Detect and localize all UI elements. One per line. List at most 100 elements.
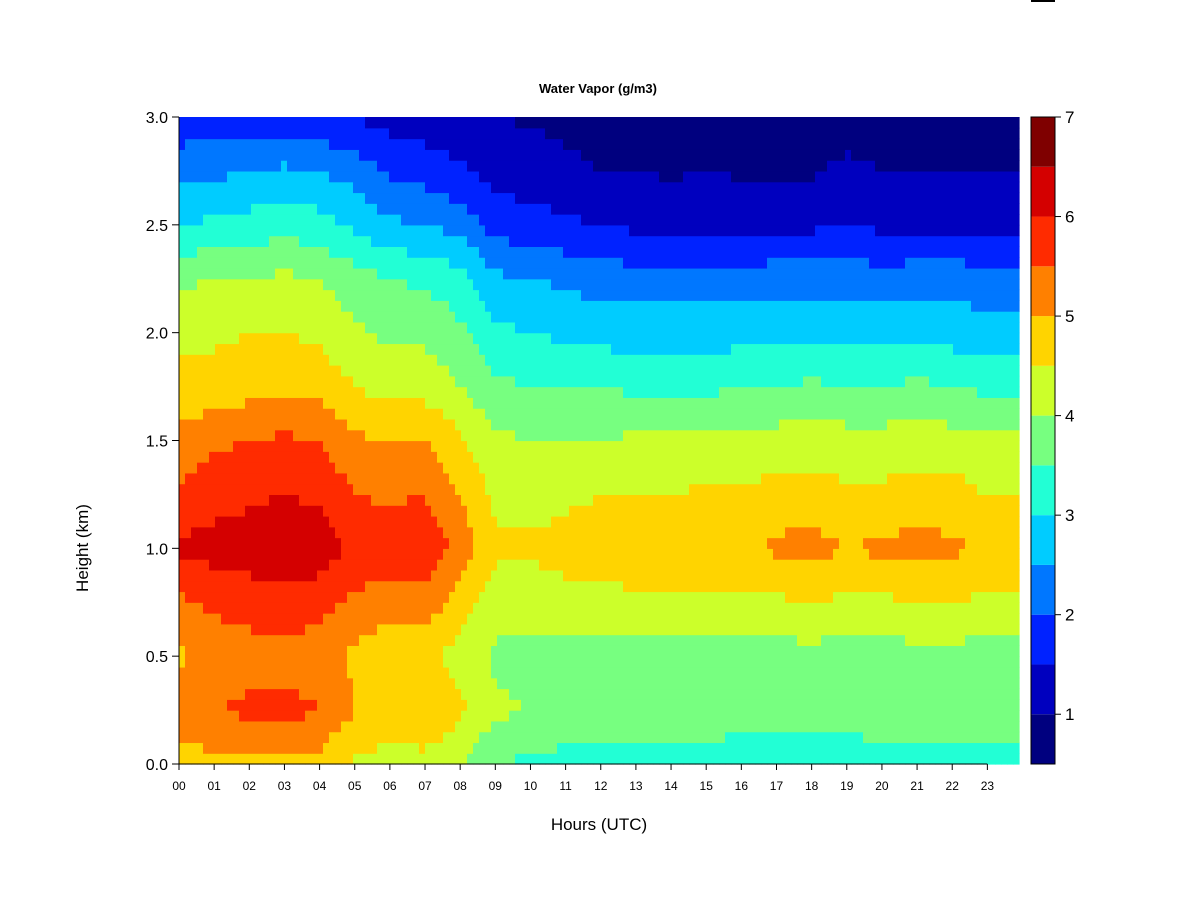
heatmap-cell (617, 462, 624, 474)
heatmap-cell (431, 408, 438, 420)
heatmap-cell (353, 677, 360, 690)
heatmap-cell (503, 429, 510, 442)
heatmap-cell (623, 224, 630, 237)
heatmap-cell (617, 224, 624, 237)
heatmap-cell (191, 214, 198, 226)
heatmap-cell (215, 321, 222, 334)
heatmap-cell (203, 138, 210, 150)
heatmap-cell (299, 311, 306, 323)
heatmap-cell (227, 203, 234, 215)
heatmap-cell (269, 526, 276, 539)
heatmap-cell (245, 397, 252, 409)
heatmap-cell (659, 203, 666, 215)
heatmap-cell (473, 397, 480, 409)
heatmap-cell (209, 170, 216, 183)
heatmap-cell (473, 300, 480, 312)
heatmap-cell (503, 278, 510, 291)
heatmap-cell (341, 591, 348, 603)
heatmap-cell (629, 677, 636, 690)
heatmap-cell (311, 515, 318, 528)
heatmap-cell (215, 332, 222, 345)
heatmap-cell (515, 753, 522, 765)
heatmap-cell (419, 688, 426, 700)
heatmap-cell (635, 257, 642, 269)
heatmap-cell (539, 494, 546, 506)
heatmap-cell (335, 613, 342, 625)
heatmap-cell (545, 699, 552, 711)
heatmap-cell (533, 602, 540, 614)
heatmap-cell (587, 602, 594, 614)
heatmap-cell (407, 311, 414, 323)
heatmap-cell (293, 332, 300, 345)
heatmap-cell (215, 688, 222, 700)
heatmap-cell (251, 365, 258, 377)
heatmap-cell (179, 505, 186, 517)
heatmap-cell (245, 149, 252, 161)
heatmap-cell (245, 451, 252, 463)
heatmap-cell (623, 214, 630, 226)
heatmap-cell (413, 591, 420, 603)
heatmap-cell (317, 548, 324, 560)
heatmap-cell (461, 613, 468, 625)
heatmap-cell (671, 742, 678, 754)
heatmap-cell (407, 440, 414, 452)
heatmap-cell (473, 386, 480, 398)
heatmap-cell (269, 462, 276, 474)
heatmap-cell (449, 257, 456, 269)
heatmap-cell (491, 289, 498, 301)
heatmap-cell (647, 666, 654, 679)
heatmap-cell (185, 224, 192, 237)
heatmap-cell (377, 591, 384, 603)
heatmap-cell (221, 505, 228, 517)
heatmap-cell (653, 656, 660, 668)
heatmap-cell (227, 731, 234, 744)
heatmap-cell (293, 472, 300, 485)
heatmap-cell (647, 192, 654, 204)
heatmap-cell (395, 203, 402, 215)
heatmap-cell (539, 214, 546, 226)
heatmap-cell (407, 343, 414, 355)
heatmap-cell (425, 688, 432, 700)
heatmap-cell (281, 677, 288, 690)
heatmap-cell (323, 699, 330, 711)
heatmap-cell (413, 602, 420, 614)
heatmap-cell (515, 494, 522, 506)
heatmap-cell (275, 354, 282, 366)
heatmap-cell (191, 418, 198, 431)
heatmap-cell (491, 192, 498, 204)
heatmap-cell (545, 548, 552, 560)
heatmap-cell (221, 580, 228, 593)
heatmap-cell (521, 731, 528, 744)
heatmap-cell (593, 149, 600, 161)
heatmap-cell (635, 181, 642, 194)
heatmap-cell (293, 494, 300, 506)
heatmap-cell (215, 677, 222, 690)
heatmap-cell (443, 397, 450, 409)
heatmap-cell (203, 548, 210, 560)
heatmap-cell (557, 397, 564, 409)
heatmap-cell (185, 666, 192, 679)
heatmap-cell (599, 311, 606, 323)
heatmap-cell (395, 343, 402, 355)
heatmap-cell (593, 710, 600, 722)
heatmap-cell (329, 321, 336, 334)
heatmap-cell (341, 117, 348, 129)
heatmap-cell (671, 526, 678, 539)
heatmap-cell (533, 127, 540, 140)
heatmap-cell (467, 235, 474, 247)
heatmap-cell (623, 203, 630, 215)
heatmap-cell (575, 494, 582, 506)
heatmap-cell (581, 569, 588, 582)
heatmap-cell (335, 580, 342, 593)
heatmap-cell (419, 343, 426, 355)
heatmap-cell (377, 375, 384, 388)
heatmap-cell (287, 418, 294, 431)
heatmap-cell (239, 742, 246, 754)
heatmap-cell (605, 569, 612, 582)
heatmap-cell (665, 569, 672, 582)
heatmap-cell (335, 688, 342, 700)
heatmap-cell (197, 753, 204, 765)
heatmap-cell (371, 688, 378, 700)
heatmap-cell (665, 343, 672, 355)
heatmap-cell (419, 192, 426, 204)
